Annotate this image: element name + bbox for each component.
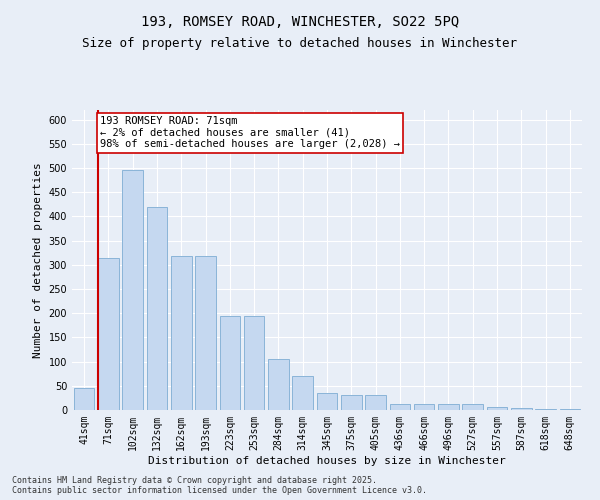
Bar bbox=[511, 408, 532, 410]
Bar bbox=[365, 396, 386, 410]
Bar bbox=[535, 409, 556, 410]
Bar bbox=[389, 404, 410, 410]
Bar bbox=[195, 256, 216, 410]
Text: 193, ROMSEY ROAD, WINCHESTER, SO22 5PQ: 193, ROMSEY ROAD, WINCHESTER, SO22 5PQ bbox=[141, 15, 459, 29]
Text: 193 ROMSEY ROAD: 71sqm
← 2% of detached houses are smaller (41)
98% of semi-deta: 193 ROMSEY ROAD: 71sqm ← 2% of detached … bbox=[100, 116, 400, 150]
Bar bbox=[414, 404, 434, 410]
Bar bbox=[438, 404, 459, 410]
Bar bbox=[98, 258, 119, 410]
Bar bbox=[341, 394, 362, 410]
Text: Contains HM Land Registry data © Crown copyright and database right 2025.
Contai: Contains HM Land Registry data © Crown c… bbox=[12, 476, 427, 495]
Bar bbox=[292, 376, 313, 410]
Bar bbox=[74, 388, 94, 410]
Bar bbox=[171, 256, 191, 410]
Bar bbox=[268, 359, 289, 410]
Y-axis label: Number of detached properties: Number of detached properties bbox=[33, 162, 43, 358]
Bar bbox=[220, 316, 240, 410]
X-axis label: Distribution of detached houses by size in Winchester: Distribution of detached houses by size … bbox=[148, 456, 506, 466]
Bar bbox=[560, 409, 580, 410]
Bar bbox=[317, 392, 337, 410]
Bar bbox=[463, 404, 483, 410]
Bar bbox=[487, 406, 508, 410]
Bar bbox=[122, 170, 143, 410]
Text: Size of property relative to detached houses in Winchester: Size of property relative to detached ho… bbox=[83, 38, 517, 51]
Bar bbox=[146, 207, 167, 410]
Bar bbox=[244, 316, 265, 410]
